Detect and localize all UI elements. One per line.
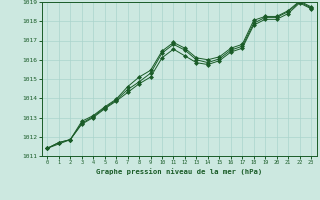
X-axis label: Graphe pression niveau de la mer (hPa): Graphe pression niveau de la mer (hPa) (96, 168, 262, 175)
